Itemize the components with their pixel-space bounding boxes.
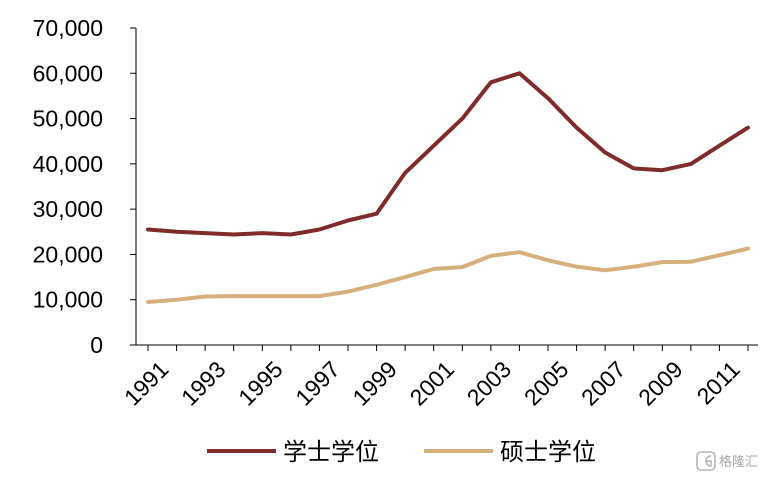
series-line-master [146, 246, 750, 304]
y-tick-label: 70,000 [33, 15, 103, 41]
y-tick-label: 50,000 [33, 106, 103, 132]
x-tick-label: 1991 [119, 356, 174, 411]
watermark-icon [696, 451, 716, 471]
x-tick-label: 2007 [576, 356, 631, 411]
y-tick-label: 30,000 [33, 196, 103, 222]
x-ticks: 1991 1993 1995 1997 1999 2001 2003 2005 2007 2009… [119, 345, 749, 411]
watermark-text: 格隆汇 [719, 454, 758, 470]
y-axis: 0 10,000 20,000 30,000 40,000 50,000 60,000 70,… [33, 15, 137, 358]
y-tick-label: 0 [90, 332, 103, 358]
y-tick-label: 10,000 [33, 287, 103, 313]
x-tick-label: 1995 [233, 356, 288, 411]
legend: 学士学位 硕士学位 [207, 438, 596, 466]
watermark-logo: 格隆汇 [696, 451, 758, 471]
x-tick-label: 2003 [462, 356, 517, 411]
y-tick-label: 20,000 [33, 241, 103, 267]
y-tick-label: 40,000 [33, 151, 103, 177]
y-tick-label: 60,000 [33, 60, 103, 86]
x-tick-label: 2001 [405, 356, 460, 411]
x-tick-label: 1999 [347, 356, 402, 411]
series-line-bachelor [146, 71, 750, 237]
x-tick-label: 1997 [290, 356, 345, 411]
x-axis: 1991 1993 1995 1997 1999 2001 2003 2005 2007 2009… [119, 344, 758, 411]
x-tick-label: 1993 [176, 356, 231, 411]
y-ticks: 0 10,000 20,000 30,000 40,000 50,000 60,000 70,… [33, 15, 136, 358]
x-tick-label: 2009 [633, 356, 688, 411]
x-tick-label: 2011 [691, 356, 744, 409]
series-layer [146, 71, 750, 304]
legend-label-bachelor: 学士学位 [283, 438, 379, 466]
x-tick-label: 2005 [519, 356, 574, 411]
legend-label-master: 硕士学位 [500, 438, 596, 466]
